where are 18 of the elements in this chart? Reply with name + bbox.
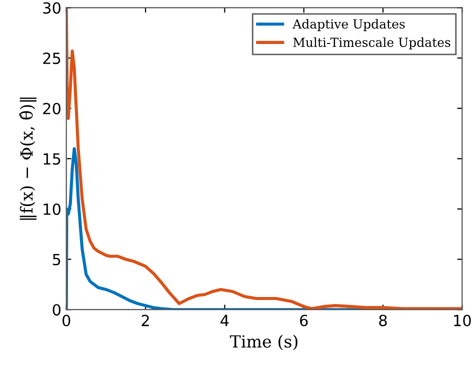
x-tick-label: 6 [300,314,308,326]
x-tick-label: 0 [62,314,70,326]
y-tick-label: 30 [43,2,60,14]
y-tick-label: 10 [44,203,60,215]
x-axis-title: Time (s) [230,334,298,350]
legend-label: Adaptive Updates [292,18,405,32]
y-tick-label: 15 [44,153,60,165]
y-tick-label: 25 [43,52,60,64]
y-tick-label: 20 [43,102,60,114]
line-series [66,8,462,310]
y-tick-label: 5 [52,254,60,266]
y-tick-label: 0 [52,304,60,316]
x-tick-label: 2 [142,314,149,326]
x-tick-label: 10 [454,314,471,326]
x-tick-label: 8 [379,314,387,326]
y-axis-title: ‖f(x) − Φ(x, θ̂)‖ [19,98,36,220]
legend-label: Multi-Timescale Updates [293,37,450,50]
x-tick-label: 4 [220,314,229,326]
